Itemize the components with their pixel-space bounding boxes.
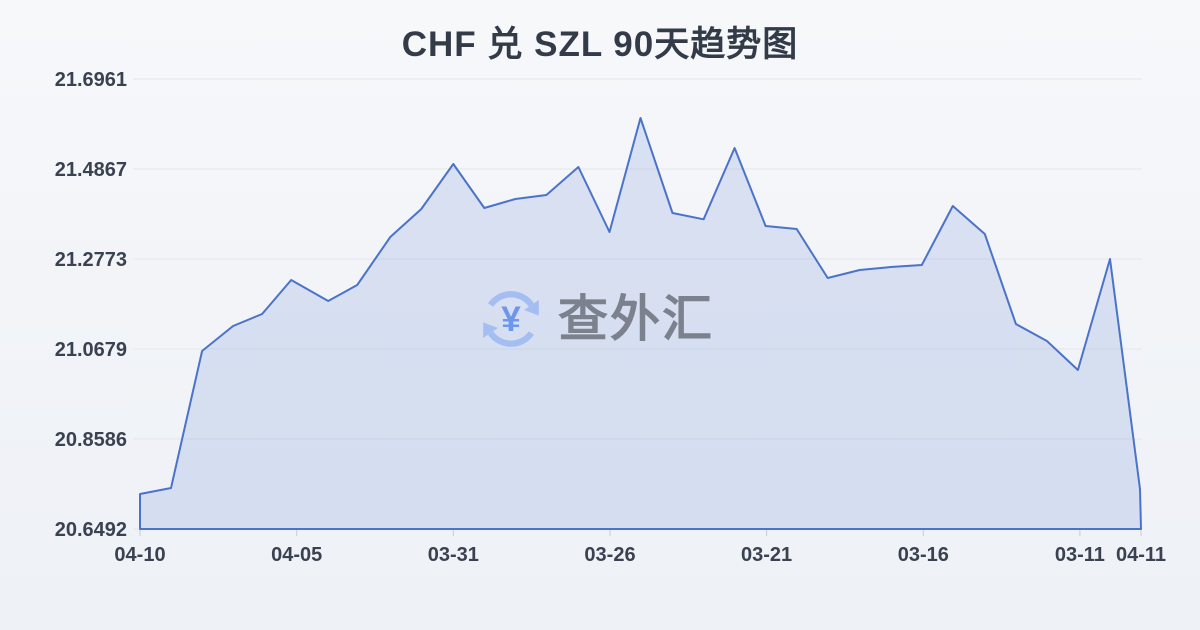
x-axis-label: 04-10 <box>114 544 165 566</box>
x-axis-label: 03-21 <box>741 544 792 566</box>
y-axis-label: 21.4867 <box>55 159 127 181</box>
y-axis-label: 20.6492 <box>55 519 127 541</box>
y-axis-label: 21.6961 <box>55 69 127 91</box>
x-axis-label: 03-16 <box>898 544 949 566</box>
area-series <box>139 117 1142 530</box>
chart-title: CHF 兑 SZL 90天趋势图 <box>401 25 799 64</box>
y-axis-label: 21.2773 <box>55 249 127 271</box>
x-axis-label: 04-05 <box>271 544 322 566</box>
x-axis-label: 03-26 <box>584 544 635 566</box>
x-axis-label: 03-31 <box>428 544 479 566</box>
x-axis-label: 03-11 <box>1055 544 1105 566</box>
y-axis-label: 20.8586 <box>55 429 127 451</box>
x-axis-label: 04-11 <box>1116 544 1166 566</box>
y-axis-label: 21.0679 <box>55 339 127 361</box>
